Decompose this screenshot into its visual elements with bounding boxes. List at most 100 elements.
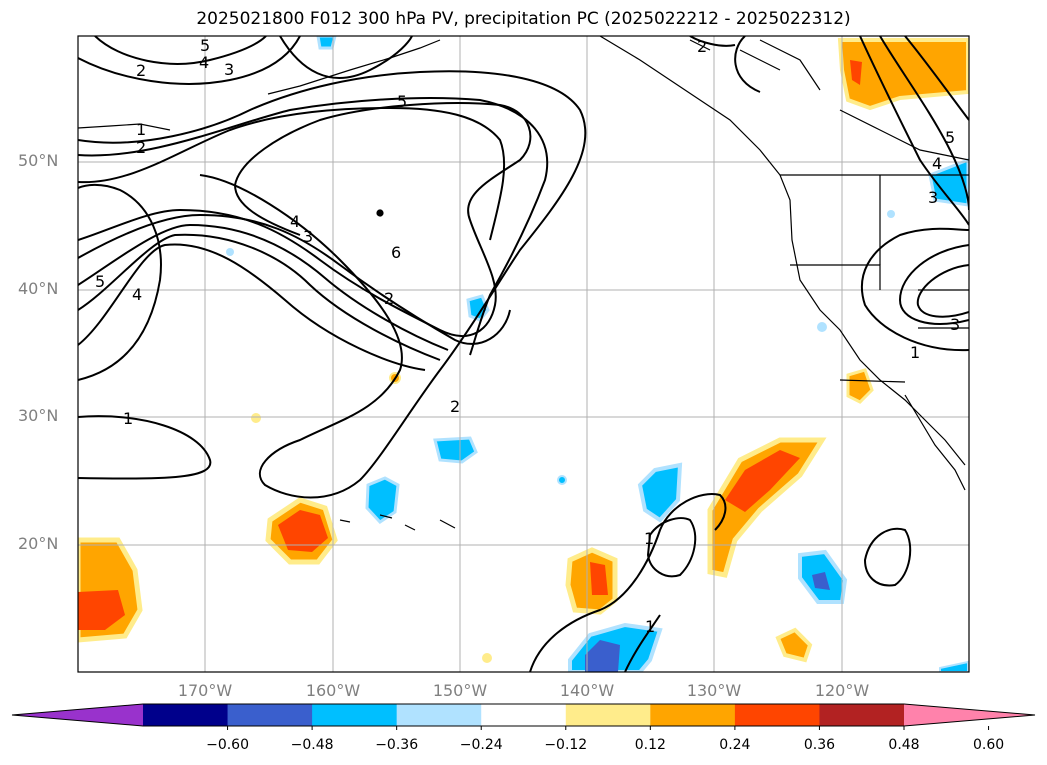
colorbar-segment: [143, 704, 229, 726]
pv-contour: [646, 517, 697, 578]
lon-label: 160°W: [305, 681, 361, 700]
colorbar-tick-label: 0.24: [719, 737, 751, 753]
colorbar: [11, 703, 1036, 730]
lat-label: 50°N: [18, 151, 59, 170]
colorbar-segment: [396, 704, 482, 726]
colorbar-tick-label: −0.36: [375, 737, 419, 753]
contour-label: 3: [950, 315, 960, 334]
pv-contour: [78, 233, 441, 361]
colorbar-tick-label: −0.60: [206, 737, 249, 753]
colorbar-segment: [227, 704, 313, 726]
pv-contour: [529, 493, 727, 672]
colorbar-tick-label: 0.60: [972, 737, 1005, 753]
colorbar-tick-label: 0.48: [888, 737, 920, 753]
colorbar-segment: [481, 704, 567, 726]
colorbar-tick-label: −0.12: [544, 737, 588, 753]
contour-label: 1: [645, 617, 655, 636]
contour-label: 6: [391, 243, 401, 262]
precip-negative-area: [433, 436, 478, 464]
contour-label: 3: [928, 188, 938, 207]
precip-positive-spot: [482, 653, 492, 663]
pv-contours: [78, 36, 969, 672]
precip-negative-area: [365, 476, 400, 524]
pv-contour: [863, 527, 912, 587]
lon-label: 130°W: [686, 681, 742, 700]
contour-label: 5: [200, 36, 210, 55]
contour-label: 2: [136, 61, 146, 80]
precip-positive-spot: [251, 413, 261, 423]
pv-contour: [624, 614, 661, 672]
colorbar-extend-high: [904, 704, 1035, 726]
pv-contour: [78, 415, 212, 480]
colorbar-tick-label: −0.24: [459, 737, 503, 753]
contour-label: 2: [384, 289, 394, 308]
colorbar-segment: [734, 704, 820, 726]
lon-label: 140°W: [559, 681, 615, 700]
contour-label: 5: [397, 92, 407, 111]
lon-label: 120°W: [814, 681, 870, 700]
pv-contour: [279, 36, 413, 79]
pv-contour: [78, 36, 301, 85]
contour-label: 3: [303, 227, 313, 246]
contour-label: 1: [123, 409, 133, 428]
lat-label: 30°N: [18, 406, 59, 425]
precip-positive-area: [775, 627, 813, 663]
pv-contour: [78, 223, 449, 351]
colorbar-tick-label: 0.36: [803, 737, 836, 753]
pv-contour: [916, 264, 969, 318]
colorbar-segment: [312, 704, 398, 726]
contour-label: 2: [136, 138, 146, 157]
precip-positive-area: [707, 437, 827, 578]
precip-negative-area: [637, 462, 683, 523]
contour-label: 5: [95, 272, 105, 291]
contour-label: 2: [697, 37, 707, 56]
precip-positive-core: [725, 450, 800, 512]
contour-label: 1: [136, 120, 146, 139]
colorbar-extend-low: [12, 704, 143, 726]
colorbar-segment: [565, 704, 651, 726]
map-title: 2025021800 F012 300 hPa PV, precipitatio…: [196, 9, 851, 29]
precip-positive-core: [590, 562, 608, 595]
pv-contour: [78, 213, 511, 345]
pv-contour: [78, 183, 162, 381]
precip-positive-area: [846, 368, 874, 404]
pv-contour: [904, 36, 969, 121]
pv-contour: [879, 36, 969, 211]
precip-negative-spot: [557, 475, 567, 485]
precip-negative-core: [585, 640, 620, 672]
lon-label: 150°W: [432, 681, 488, 700]
contour-label: 4: [199, 53, 209, 72]
pv-contour: [689, 36, 736, 47]
contour-label: 1: [644, 529, 654, 548]
contour-label: 4: [290, 212, 300, 231]
precip-positive-core: [850, 60, 862, 85]
precip-positive-core: [78, 590, 125, 630]
colorbar-segment: [819, 704, 905, 726]
pv-contour: [860, 227, 969, 352]
contour-label: 3: [224, 60, 234, 79]
colorbar-tick-label: 0.12: [634, 737, 666, 753]
precip-negative-spot: [887, 210, 895, 218]
contour-label: 4: [132, 285, 142, 304]
precip-positive-core: [278, 510, 328, 552]
pv-contour: [94, 36, 267, 65]
precip-negative-core: [812, 572, 830, 590]
contour-label: 1: [910, 343, 920, 362]
precip-negative-area: [316, 36, 337, 50]
precip-negative-spot: [226, 248, 234, 256]
pv-contour: [78, 102, 532, 337]
coastlines: [78, 36, 969, 531]
lat-label: 40°N: [18, 279, 59, 298]
pv-contour: [78, 243, 426, 371]
contour-label: 2: [450, 397, 460, 416]
pv-contour: [78, 70, 587, 499]
colorbar-tick-label: −0.48: [290, 737, 334, 753]
lat-label: 20°N: [18, 534, 59, 553]
map-frame: [77, 35, 970, 673]
pv-contour: [859, 36, 969, 226]
precip-anomaly-fills: [78, 36, 969, 672]
precip-negative-spot: [817, 322, 827, 332]
pv-contour: [898, 244, 969, 325]
contour-label: 4: [932, 154, 942, 173]
